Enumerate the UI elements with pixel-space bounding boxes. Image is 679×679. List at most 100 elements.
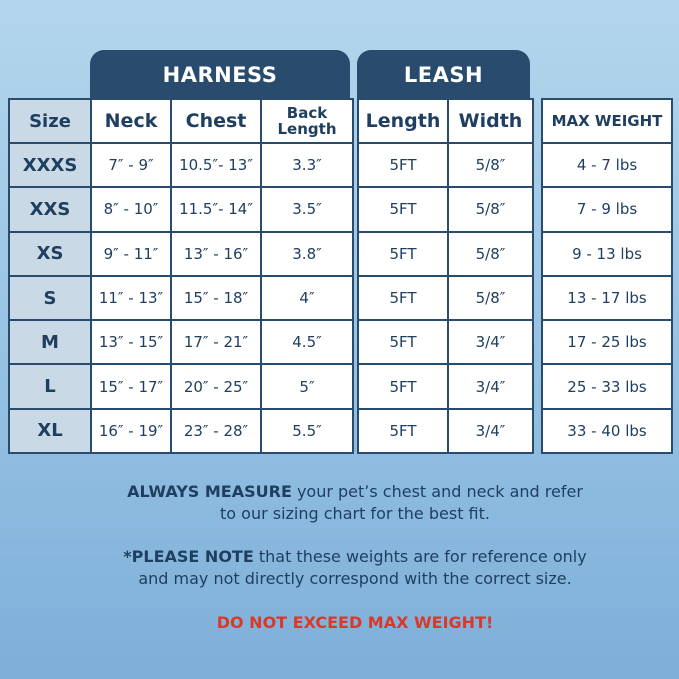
- cell-size: S: [8, 274, 92, 322]
- cell-length: 5FT: [357, 230, 449, 277]
- cell-length: 5FT: [357, 141, 449, 189]
- cell-length: 5FT: [357, 274, 449, 322]
- cell-width: 5/8″: [447, 186, 534, 233]
- table-row: 5FT 5/8″: [357, 274, 534, 322]
- table-row: 33 - 40 lbs: [541, 407, 673, 455]
- cell-length: 5FT: [357, 363, 449, 410]
- reference-note-text: that these weights are for reference onl…: [253, 547, 587, 566]
- table-row: 5FT 5/8″: [357, 141, 534, 189]
- cell-size: XL: [8, 407, 92, 455]
- cell-size: M: [8, 319, 92, 366]
- cell-width: 3/4″: [447, 407, 534, 455]
- table-row: XS: [8, 230, 92, 277]
- table-row: L: [8, 363, 92, 410]
- table-row: 13 - 17 lbs: [541, 274, 673, 322]
- cell-neck: 7″ - 9″: [90, 141, 172, 189]
- table-row: S: [8, 274, 92, 322]
- table-row: 9 - 13 lbs: [541, 230, 673, 277]
- cell-width: 5/8″: [447, 141, 534, 189]
- measure-note: ALWAYS MEASURE your pet’s chest and neck…: [0, 481, 679, 525]
- column-header-leash-width: Width: [447, 98, 534, 144]
- cell-size: XXS: [8, 186, 92, 233]
- cell-neck: 15″ - 17″: [90, 363, 172, 410]
- cell-back: 3.3″: [260, 141, 354, 189]
- measure-note-text: your pet’s chest and neck and refer: [291, 482, 583, 501]
- max-weight-table: MAX WEIGHT 4 - 7 lbs 7 - 9 lbs 9 - 13 lbs 13…: [541, 98, 673, 455]
- harness-header: HARNESS: [90, 50, 350, 100]
- cell-size: L: [8, 363, 92, 410]
- cell-length: 5FT: [357, 319, 449, 366]
- cell-neck: 8″ - 10″: [90, 186, 172, 233]
- max-weight-warning: DO NOT EXCEED MAX WEIGHT!: [216, 613, 494, 632]
- table-row: XXS: [8, 186, 92, 233]
- reference-note-bold: *PLEASE NOTE: [123, 547, 254, 566]
- column-header-max-weight: MAX WEIGHT: [541, 98, 673, 144]
- cell-neck: 11″ - 13″: [90, 274, 172, 322]
- cell-weight: 33 - 40 lbs: [541, 407, 673, 455]
- column-header-size: Size: [8, 98, 92, 144]
- cell-width: 3/4″: [447, 319, 534, 366]
- table-row: 8″ - 10″ 11.5″- 14″ 3.5″: [90, 186, 354, 233]
- cell-neck: 16″ - 19″: [90, 407, 172, 455]
- cell-back: 3.5″: [260, 186, 354, 233]
- table-row: 15″ - 17″ 20″ - 25″ 5″: [90, 363, 354, 410]
- cell-back: 5.5″: [260, 407, 354, 455]
- column-header-neck: Neck: [90, 98, 172, 144]
- table-row: 5FT 3/4″: [357, 407, 534, 455]
- header-row: Neck Chest Back Length: [90, 98, 354, 144]
- table-row: M: [8, 319, 92, 366]
- header-row: Length Width: [357, 98, 534, 144]
- table-row: 5FT 3/4″: [357, 319, 534, 366]
- measure-note-bold: ALWAYS MEASURE: [127, 482, 292, 501]
- leash-table: Length Width 5FT 5/8″ 5FT 5/8″ 5FT 5/8″ 5FT 5/8″ 5…: [357, 98, 534, 455]
- cell-neck: 9″ - 11″: [90, 230, 172, 277]
- table-row: 11″ - 13″ 15″ - 18″ 4″: [90, 274, 354, 322]
- table-row: 16″ - 19″ 23″ - 28″ 5.5″: [90, 407, 354, 455]
- cell-chest: 11.5″- 14″: [170, 186, 262, 233]
- table-row: 4 - 7 lbs: [541, 141, 673, 189]
- cell-weight: 4 - 7 lbs: [541, 141, 673, 189]
- reference-note-text-2: and may not directly correspond with the…: [138, 569, 572, 588]
- cell-width: 5/8″: [447, 274, 534, 322]
- header-row: MAX WEIGHT: [541, 98, 673, 144]
- size-column: Size XXXS XXS XS S M L XL: [8, 98, 92, 455]
- table-row: 17 - 25 lbs: [541, 319, 673, 366]
- cell-neck: 13″ - 15″: [90, 319, 172, 366]
- header-row: Size: [8, 98, 92, 144]
- cell-weight: 17 - 25 lbs: [541, 319, 673, 366]
- table-row: XXXS: [8, 141, 92, 189]
- cell-back: 3.8″: [260, 230, 354, 277]
- cell-width: 5/8″: [447, 230, 534, 277]
- harness-table: Neck Chest Back Length 7″ - 9″ 10.5″- 13″ 3.3…: [90, 98, 354, 455]
- cell-size: XXXS: [8, 141, 92, 189]
- cell-chest: 10.5″- 13″: [170, 141, 262, 189]
- column-header-chest: Chest: [170, 98, 262, 144]
- cell-back: 5″: [260, 363, 354, 410]
- measure-note-text-2: to our sizing chart for the best fit.: [220, 504, 490, 523]
- cell-size: XS: [8, 230, 92, 277]
- cell-chest: 13″ - 16″: [170, 230, 262, 277]
- cell-weight: 9 - 13 lbs: [541, 230, 673, 277]
- cell-chest: 15″ - 18″: [170, 274, 262, 322]
- column-header-back-length: Back Length: [260, 98, 354, 144]
- table-row: 25 - 33 lbs: [541, 363, 673, 410]
- cell-width: 3/4″: [447, 363, 534, 410]
- table-row: 13″ - 15″ 17″ - 21″ 4.5″: [90, 319, 354, 366]
- table-row: 5FT 5/8″: [357, 186, 534, 233]
- table-row: XL: [8, 407, 92, 455]
- cell-weight: 13 - 17 lbs: [541, 274, 673, 322]
- cell-length: 5FT: [357, 186, 449, 233]
- cell-back: 4.5″: [260, 319, 354, 366]
- cell-length: 5FT: [357, 407, 449, 455]
- cell-weight: 25 - 33 lbs: [541, 363, 673, 410]
- cell-chest: 23″ - 28″: [170, 407, 262, 455]
- leash-header: LEASH: [357, 50, 530, 100]
- reference-note: *PLEASE NOTE that these weights are for …: [0, 546, 679, 590]
- cell-chest: 20″ - 25″: [170, 363, 262, 410]
- cell-chest: 17″ - 21″: [170, 319, 262, 366]
- table-row: 7″ - 9″ 10.5″- 13″ 3.3″: [90, 141, 354, 189]
- table-row: 5FT 3/4″: [357, 363, 534, 410]
- table-row: 9″ - 11″ 13″ - 16″ 3.8″: [90, 230, 354, 277]
- table-row: 7 - 9 lbs: [541, 186, 673, 233]
- table-row: 5FT 5/8″: [357, 230, 534, 277]
